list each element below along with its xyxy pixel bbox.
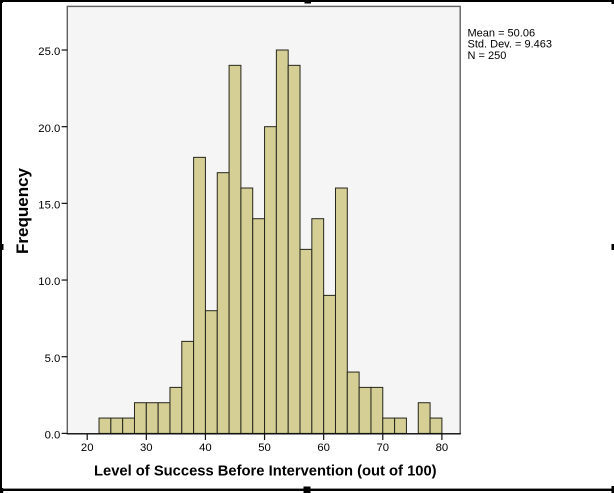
svg-text:40: 40 — [199, 442, 212, 454]
svg-text:5.0: 5.0 — [45, 353, 61, 365]
svg-text:60: 60 — [317, 442, 330, 454]
svg-text:15.0: 15.0 — [38, 199, 60, 211]
svg-text:70: 70 — [376, 442, 389, 454]
svg-text:25.0: 25.0 — [38, 46, 60, 58]
svg-text:0.0: 0.0 — [45, 430, 61, 442]
svg-text:30: 30 — [140, 442, 153, 454]
svg-text:10.0: 10.0 — [38, 276, 60, 288]
svg-text:Std. Dev. = 9.463: Std. Dev. = 9.463 — [468, 39, 553, 51]
svg-text:20.0: 20.0 — [38, 123, 60, 135]
svg-text:20: 20 — [81, 442, 94, 454]
svg-text:Level of Success Before Interv: Level of Success Before Intervention (ou… — [94, 464, 437, 480]
svg-text:Frequency: Frequency — [13, 167, 32, 254]
svg-text:50: 50 — [258, 442, 271, 454]
svg-text:Mean = 50.06: Mean = 50.06 — [468, 27, 536, 39]
svg-text:80: 80 — [436, 442, 449, 454]
svg-text:N = 250: N = 250 — [468, 50, 507, 62]
